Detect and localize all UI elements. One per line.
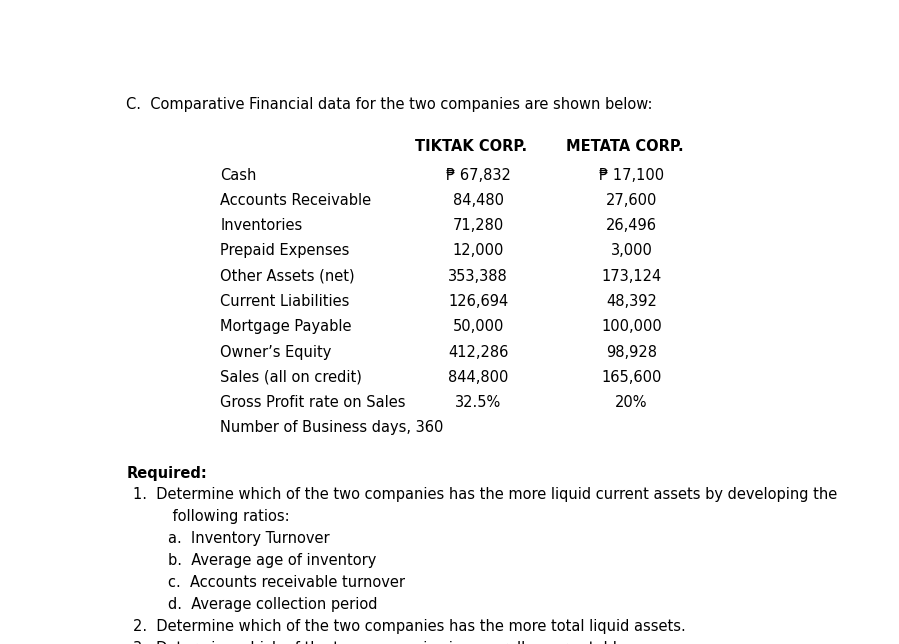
Text: Number of Business days, 360: Number of Business days, 360 [220, 421, 444, 435]
Text: 100,000: 100,000 [601, 319, 662, 334]
Text: Required:: Required: [126, 466, 207, 480]
Text: Owner’s Equity: Owner’s Equity [220, 345, 332, 359]
Text: Accounts Receivable: Accounts Receivable [220, 193, 371, 208]
Text: C.  Comparative Financial data for the two companies are shown below:: C. Comparative Financial data for the tw… [126, 97, 653, 112]
Text: 165,600: 165,600 [601, 370, 662, 385]
Text: Other Assets (net): Other Assets (net) [220, 269, 355, 284]
Text: 71,280: 71,280 [452, 218, 503, 233]
Text: b.  Average age of inventory: b. Average age of inventory [168, 553, 377, 568]
Text: 48,392: 48,392 [606, 294, 657, 309]
Text: 2.  Determine which of the two companies has the more total liquid assets.: 2. Determine which of the two companies … [133, 619, 686, 634]
Text: Prepaid Expenses: Prepaid Expenses [220, 243, 350, 258]
Text: 844,800: 844,800 [448, 370, 508, 385]
Text: 84,480: 84,480 [453, 193, 503, 208]
Text: Current Liabilities: Current Liabilities [220, 294, 350, 309]
Text: 12,000: 12,000 [452, 243, 503, 258]
Text: Cash: Cash [220, 167, 257, 182]
Text: d.  Average collection period: d. Average collection period [168, 597, 378, 612]
Text: Mortgage Payable: Mortgage Payable [220, 319, 352, 334]
Text: ₱ 67,832: ₱ 67,832 [446, 167, 511, 182]
Text: 353,388: 353,388 [449, 269, 508, 284]
Text: a.  Inventory Turnover: a. Inventory Turnover [168, 531, 330, 546]
Text: METATA CORP.: METATA CORP. [565, 139, 683, 155]
Text: ₱ 17,100: ₱ 17,100 [599, 167, 664, 182]
Text: 20%: 20% [615, 395, 647, 410]
Text: following ratios:: following ratios: [155, 509, 289, 524]
Text: c.  Accounts receivable turnover: c. Accounts receivable turnover [168, 575, 405, 590]
Text: 1.  Determine which of the two companies has the more liquid current assets by d: 1. Determine which of the two companies … [133, 488, 838, 502]
Text: 173,124: 173,124 [601, 269, 662, 284]
Text: 26,496: 26,496 [606, 218, 657, 233]
Text: 50,000: 50,000 [452, 319, 503, 334]
Text: TIKTAK CORP.: TIKTAK CORP. [415, 139, 527, 155]
Text: 27,600: 27,600 [606, 193, 657, 208]
Text: Sales (all on credit): Sales (all on credit) [220, 370, 362, 385]
Text: 3.  Determine which of the two companies is generally more stable.: 3. Determine which of the two companies … [133, 641, 631, 644]
Text: 32.5%: 32.5% [455, 395, 502, 410]
Text: 3,000: 3,000 [610, 243, 653, 258]
Text: 412,286: 412,286 [448, 345, 508, 359]
Text: Gross Profit rate on Sales: Gross Profit rate on Sales [220, 395, 405, 410]
Text: 126,694: 126,694 [448, 294, 508, 309]
Text: Inventories: Inventories [220, 218, 303, 233]
Text: 98,928: 98,928 [606, 345, 657, 359]
